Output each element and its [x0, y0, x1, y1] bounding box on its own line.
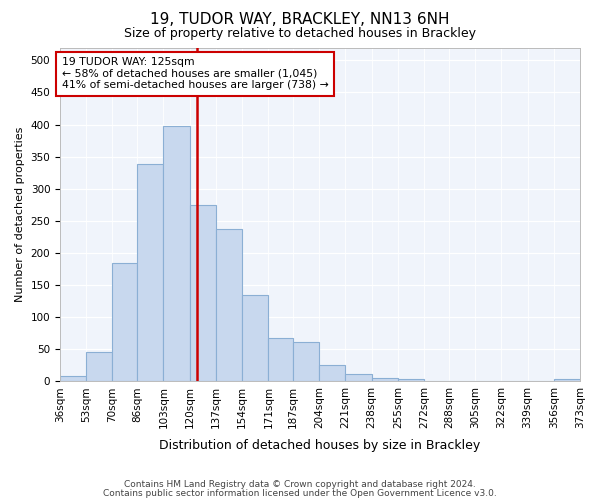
Bar — [112, 264, 137, 382]
Text: 19 TUDOR WAY: 125sqm
← 58% of detached houses are smaller (1,045)
41% of semi-de: 19 TUDOR WAY: 125sqm ← 58% of detached h… — [62, 57, 328, 90]
X-axis label: Distribution of detached houses by size in Brackley: Distribution of detached houses by size … — [160, 440, 481, 452]
Text: Contains public sector information licensed under the Open Government Licence v3: Contains public sector information licen… — [103, 490, 497, 498]
Text: Contains HM Land Registry data © Crown copyright and database right 2024.: Contains HM Land Registry data © Crown c… — [124, 480, 476, 489]
Bar — [60, 376, 86, 382]
Bar — [346, 374, 372, 382]
Bar — [319, 366, 346, 382]
Bar — [137, 164, 163, 382]
Bar — [190, 205, 216, 382]
Y-axis label: Number of detached properties: Number of detached properties — [15, 127, 25, 302]
Text: 19, TUDOR WAY, BRACKLEY, NN13 6NH: 19, TUDOR WAY, BRACKLEY, NN13 6NH — [150, 12, 450, 28]
Text: Size of property relative to detached houses in Brackley: Size of property relative to detached ho… — [124, 28, 476, 40]
Bar — [449, 381, 475, 382]
Bar — [216, 228, 242, 382]
Bar — [424, 381, 449, 382]
Bar — [398, 380, 424, 382]
Bar — [554, 380, 580, 382]
Bar — [242, 294, 268, 382]
Bar — [86, 352, 112, 382]
Bar — [163, 126, 190, 382]
Bar — [372, 378, 398, 382]
Bar — [268, 338, 293, 382]
Bar — [293, 342, 319, 382]
Bar — [475, 381, 502, 382]
